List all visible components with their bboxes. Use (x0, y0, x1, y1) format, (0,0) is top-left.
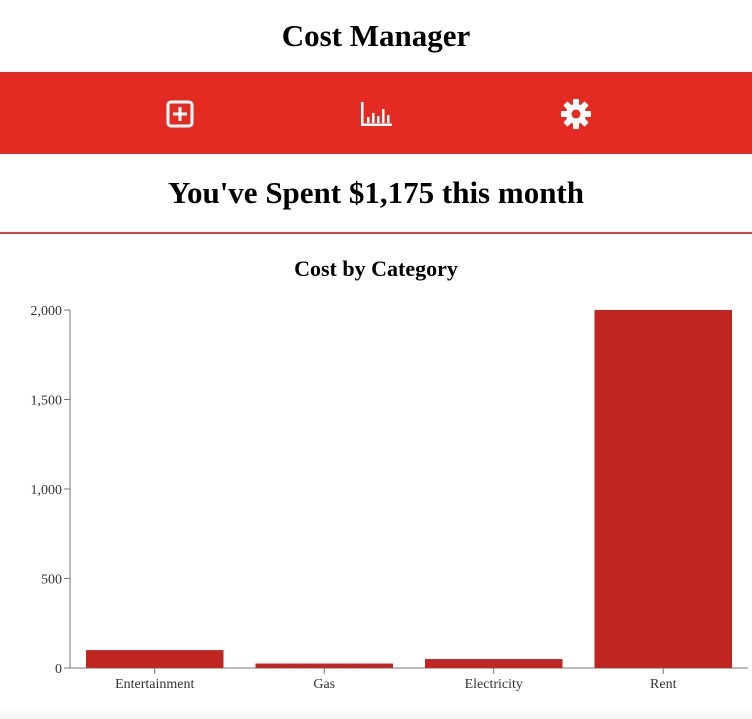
summary-suffix: this month (441, 175, 584, 210)
y-tick-label: 1,500 (31, 394, 63, 409)
reports-button[interactable] (358, 96, 394, 132)
y-tick-label: 0 (55, 662, 62, 677)
bottom-edge (0, 706, 752, 719)
monthly-spend-summary: You've Spent $1,175 this month (0, 154, 752, 234)
y-tick-label: 2,000 (31, 304, 63, 319)
chart-title: Cost by Category (294, 256, 458, 281)
cost-by-category-chart: Cost by Category 0 500 1,000 1,500 2,000 Ente… (0, 236, 752, 719)
bar-chart-icon (361, 102, 392, 126)
x-tick-label: Electricity (465, 677, 523, 692)
summary-prefix: You've Spent (168, 175, 342, 210)
settings-button[interactable] (558, 96, 594, 132)
top-navbar (0, 72, 752, 154)
summary-amount: $1,175 (348, 175, 435, 210)
chart-canvas: 0 500 1,000 1,500 2,000 Entertainment Gas Elect… (31, 304, 748, 692)
add-expense-button[interactable] (162, 96, 198, 132)
gear-icon (561, 99, 591, 129)
bar-electricity (425, 659, 563, 668)
bar-rent (594, 310, 732, 668)
y-tick-label: 1,000 (31, 483, 63, 498)
app-title: Cost Manager (281, 18, 471, 53)
x-tick-label: Gas (313, 677, 335, 692)
bar-gas (255, 663, 393, 668)
x-tick-label: Entertainment (115, 677, 194, 692)
add-square-icon (166, 100, 194, 128)
y-tick-label: 500 (41, 573, 62, 588)
x-tick-label: Rent (650, 677, 677, 692)
bar-entertainment (86, 650, 224, 668)
